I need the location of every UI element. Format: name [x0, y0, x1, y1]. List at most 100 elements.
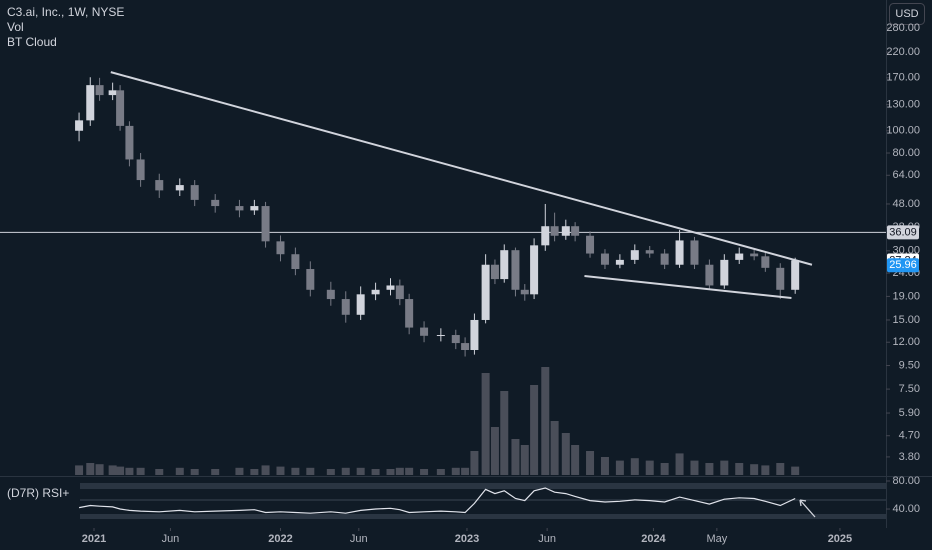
- volume-bar: [395, 467, 404, 475]
- candle-body: [190, 185, 199, 200]
- volume-bar: [630, 458, 639, 475]
- y-tick-label: 100.00: [886, 125, 920, 137]
- candle-body: [341, 299, 350, 315]
- volume-bar: [511, 439, 520, 475]
- candle-body: [481, 264, 490, 320]
- volume-bar: [571, 445, 580, 475]
- y-tick-label: 170.00: [886, 72, 920, 84]
- candle-body: [326, 289, 335, 300]
- candle-body: [530, 245, 539, 295]
- candle-body: [116, 90, 125, 126]
- candle-body: [660, 253, 669, 265]
- rsi-tick-label: 80.00: [892, 475, 920, 487]
- volume-bar: [116, 466, 125, 475]
- rsi-lower-band: [80, 514, 886, 519]
- candle-body: [490, 264, 499, 280]
- x-tick-label: 2022: [268, 533, 292, 545]
- y-tick-label: 19.00: [892, 290, 920, 302]
- y-tick-label: 280.00: [886, 22, 920, 34]
- volume-bar: [705, 463, 714, 475]
- candle-body: [690, 240, 699, 265]
- volume-bar: [530, 385, 539, 475]
- candle-body: [520, 289, 529, 295]
- candle-body: [615, 259, 624, 265]
- currency-label[interactable]: USD: [895, 8, 918, 20]
- y-tick-label: 15.00: [892, 314, 920, 326]
- candle-body: [75, 120, 84, 131]
- price-box: [887, 258, 919, 273]
- volume-bar: [720, 460, 729, 475]
- volume-bar: [75, 465, 84, 475]
- y-tick-label: 80.00: [892, 147, 920, 159]
- volume-bar: [420, 469, 429, 475]
- candle-body: [561, 226, 570, 236]
- volume-bar: [371, 469, 380, 475]
- candle-body: [125, 125, 134, 160]
- volume-bar: [645, 460, 654, 475]
- candle-body: [630, 250, 639, 260]
- volume-bar: [175, 467, 184, 475]
- candle-body: [86, 85, 95, 121]
- candle-body: [541, 226, 550, 246]
- candle-body: [95, 85, 104, 96]
- volume-bar: [461, 467, 470, 475]
- candle-body: [306, 269, 315, 290]
- volume-bar: [86, 463, 95, 475]
- volume-bar: [470, 451, 479, 475]
- candle-body: [356, 294, 365, 315]
- volume-bar: [761, 465, 770, 475]
- candle-body: [108, 90, 117, 96]
- volume-bar: [155, 469, 164, 475]
- price-box-label: 25.96: [889, 259, 917, 271]
- volume-bar: [276, 466, 285, 475]
- volume-bar: [326, 469, 335, 475]
- volume-bar: [261, 465, 270, 475]
- x-tick-label: May: [706, 533, 727, 545]
- candle-body: [276, 241, 285, 255]
- candle-body: [645, 250, 654, 254]
- currency-button[interactable]: [889, 3, 925, 25]
- x-tick-label: Jun: [538, 533, 556, 545]
- candle-body: [211, 199, 220, 207]
- volume-bar: [436, 469, 445, 475]
- volume-bar: [481, 373, 490, 475]
- candle-body: [420, 327, 429, 336]
- volume-bar: [291, 467, 300, 475]
- legend-cloud: BT Cloud: [7, 35, 57, 49]
- x-tick-label: 2025: [828, 533, 852, 545]
- volume-bar: [690, 460, 699, 475]
- x-tick-label: Jun: [162, 533, 180, 545]
- candle-body: [571, 226, 580, 236]
- candle-body: [791, 260, 800, 290]
- price-box-label: 36.09: [889, 226, 917, 238]
- volume-bar: [600, 457, 609, 475]
- y-tick-label: 12.00: [892, 336, 920, 348]
- candle-body: [136, 159, 145, 181]
- candle-body: [720, 259, 729, 286]
- volume-bar: [490, 427, 499, 475]
- candle-body: [291, 254, 300, 270]
- volume-bar: [235, 467, 244, 475]
- candle-body: [735, 253, 744, 260]
- volume-bar: [675, 453, 684, 475]
- x-tick-label: 2021: [82, 533, 106, 545]
- y-tick-label: 48.00: [892, 198, 920, 210]
- volume-bar: [735, 463, 744, 475]
- candle-body: [470, 319, 479, 351]
- volume-bar: [500, 391, 509, 475]
- volume-bar: [95, 464, 104, 475]
- volume-bar: [356, 467, 365, 475]
- x-tick-label: 2024: [641, 533, 666, 545]
- volume-bar: [520, 445, 529, 475]
- candle-body: [675, 240, 684, 265]
- candle-body: [750, 253, 759, 257]
- candle-body: [761, 256, 770, 268]
- volume-bar: [108, 465, 117, 475]
- volume-bar: [341, 467, 350, 475]
- candle-body: [511, 250, 520, 290]
- candle-body: [776, 267, 785, 290]
- legend-vol: Vol: [7, 20, 24, 34]
- volume-bar: [306, 467, 315, 475]
- volume-bar: [541, 367, 550, 475]
